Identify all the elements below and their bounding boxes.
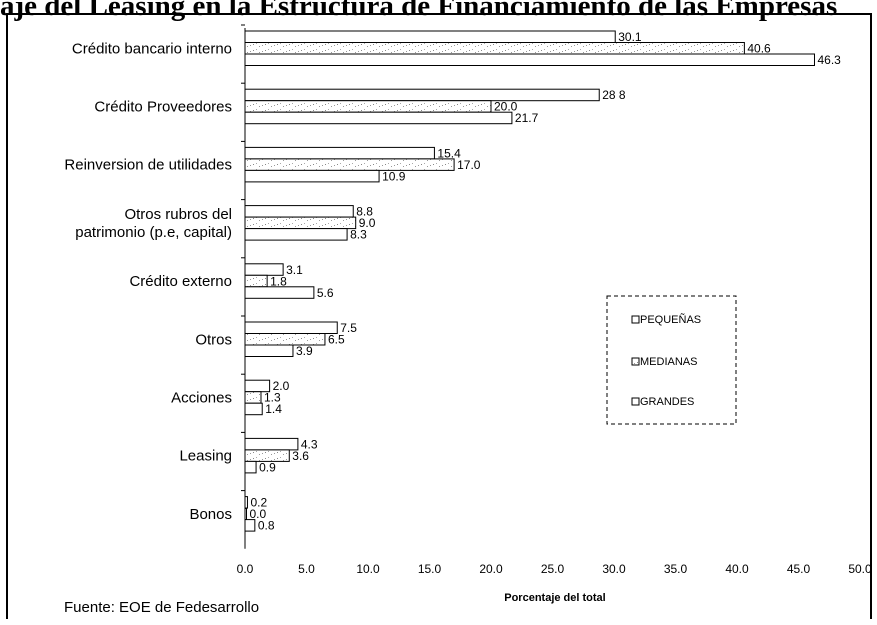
data-label-grandes: 0.9 — [259, 460, 276, 474]
data-label-medianas: 20.0 — [494, 100, 518, 114]
data-label-pequenas: 15.4 — [437, 146, 461, 160]
bar-pequenas — [244, 88, 600, 102]
x-axis-title: Porcentaje del total — [504, 592, 605, 604]
x-tick-label: 25.0 — [541, 562, 565, 576]
x-tick-label: 40.0 — [725, 562, 749, 576]
legend-swatch-grandes — [631, 397, 640, 406]
category-label: patrimonio (p.e, capital) — [75, 224, 232, 241]
category-label: Acciones — [171, 389, 232, 406]
bar-grandes — [244, 53, 815, 66]
data-label-grandes: 8.3 — [350, 228, 367, 242]
data-label-pequenas: 3.1 — [286, 263, 303, 277]
category-label: Crédito externo — [129, 273, 232, 290]
page-title: aje del Leasing en la Estructura de Fina… — [0, 0, 838, 22]
bar-pequenas — [244, 30, 616, 43]
data-label-pequenas: 28 8 — [602, 88, 626, 102]
source-note: Fuente: EOE de Fedesarrollo — [64, 599, 259, 616]
category-label: Crédito Proveedores — [94, 98, 232, 115]
legend-label-medianas: MEDIANAS — [640, 356, 697, 368]
data-label-pequenas: 0.2 — [250, 496, 267, 510]
x-tick-label: 20.0 — [479, 562, 503, 576]
data-label-pequenas: 8.8 — [356, 205, 373, 219]
data-label-pequenas: 4.3 — [301, 437, 318, 451]
category-label: Reinversion de utilidades — [64, 157, 232, 174]
chart-frame — [6, 13, 872, 619]
bar-grandes — [244, 460, 257, 474]
x-tick-label: 0.0 — [237, 562, 254, 576]
data-label-pequenas: 30.1 — [618, 30, 642, 44]
data-label-grandes: 0.8 — [258, 519, 275, 533]
bar-medianas — [244, 391, 262, 404]
x-tick-label: 5.0 — [298, 562, 315, 576]
data-label-pequenas: 2.0 — [273, 379, 290, 393]
bar-grandes — [244, 169, 380, 183]
bar-grandes — [244, 111, 513, 125]
data-label-medianas: 40.6 — [747, 42, 771, 56]
category-label: Bonos — [189, 506, 232, 523]
data-label-grandes: 21.7 — [515, 111, 539, 125]
bar-grandes — [244, 519, 256, 532]
data-label-grandes: 3.9 — [296, 344, 313, 358]
bar-medianas — [244, 216, 357, 230]
bar-grandes — [244, 344, 294, 357]
legend-label-grandes: GRANDES — [640, 396, 694, 408]
category-label: Crédito bancario interno — [72, 40, 232, 57]
data-label-medianas: 1.8 — [270, 274, 287, 288]
bar-pequenas — [244, 146, 435, 160]
category-label: Otros — [195, 331, 232, 348]
data-label-medianas: 3.6 — [292, 449, 309, 463]
data-label-pequenas: 7.5 — [340, 321, 357, 335]
bar-grandes — [244, 286, 315, 299]
x-tick-label: 30.0 — [602, 562, 626, 576]
legend-swatch-pequenas — [631, 315, 640, 324]
bar-pequenas — [244, 321, 338, 334]
x-tick-label: 10.0 — [356, 562, 380, 576]
bar-medianas — [244, 158, 455, 171]
bar-grandes — [244, 402, 263, 416]
data-label-grandes: 5.6 — [317, 286, 334, 300]
legend-label-pequenas: PEQUEÑAS — [640, 313, 701, 326]
bar-medianas — [244, 274, 268, 288]
bar-medianas — [244, 507, 247, 521]
bar-pequenas — [244, 437, 299, 451]
data-label-medianas: 17.0 — [457, 158, 481, 172]
category-label: Otros rubros del — [124, 206, 232, 223]
bar-grandes — [244, 228, 348, 241]
bar-pequenas — [244, 496, 248, 509]
legend: PEQUEÑAS MEDIANAS GRANDES — [606, 295, 737, 425]
bar-medianas — [244, 449, 290, 462]
data-label-grandes: 10.9 — [382, 169, 406, 183]
legend-swatch-medianas — [631, 357, 640, 366]
x-tick-label: 45.0 — [787, 562, 811, 576]
x-tick-label: 35.0 — [664, 562, 688, 576]
x-tick-label: 15.0 — [418, 562, 442, 576]
data-label-medianas: 0.0 — [250, 507, 267, 521]
category-label: Leasing — [179, 448, 232, 465]
bar-medianas — [244, 100, 492, 113]
bar-medianas — [244, 42, 745, 55]
data-label-medianas: 1.3 — [264, 391, 281, 405]
data-label-medianas: 9.0 — [359, 216, 376, 230]
data-label-grandes: 46.3 — [817, 53, 841, 67]
bar-medianas — [244, 333, 326, 346]
legend-box — [606, 295, 737, 425]
data-label-grandes: 1.4 — [265, 402, 282, 416]
bar-pequenas — [244, 205, 354, 218]
data-label-medianas: 6.5 — [328, 333, 345, 347]
x-tick-label: 50.0 — [848, 562, 872, 576]
